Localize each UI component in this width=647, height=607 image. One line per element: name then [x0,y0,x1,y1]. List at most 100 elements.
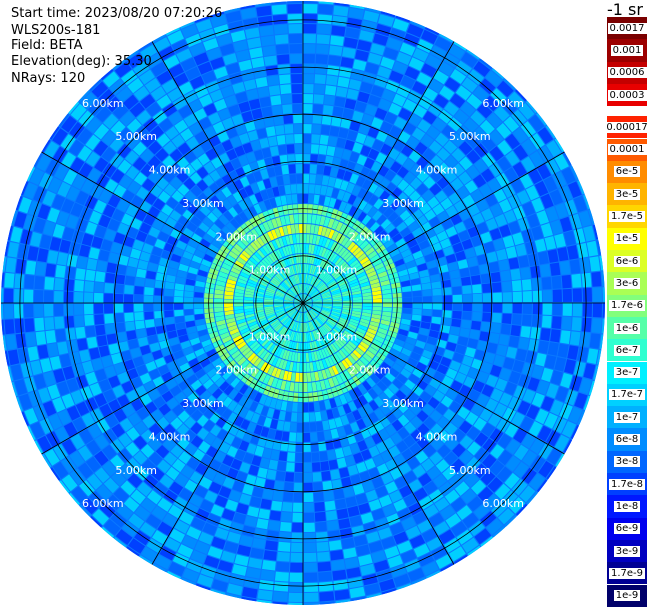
ray-gate [214,294,224,299]
ray-gate [234,145,246,157]
ray-gate [282,225,289,236]
ray-gate [378,14,395,27]
ray-gate [135,320,145,330]
ray-gate [65,266,76,279]
ray-gate [343,225,352,236]
ray-gate [328,136,338,147]
ray-gate [264,304,274,308]
ray-gate [277,287,287,293]
colorbar-tick-label: 1e-8 [613,500,641,512]
ray-gate [338,518,351,529]
ray-gate [197,329,208,337]
ray-gate [353,333,363,341]
ray-gate [467,256,478,267]
ray-gate [307,285,312,295]
ray-gate [303,263,305,273]
ray-gate [402,308,412,314]
ray-gate [249,194,258,205]
ray-gate [341,359,350,370]
ray-gate [85,325,96,338]
ray-gate [231,436,242,449]
ray-gate [290,244,295,255]
ray-gate [303,303,305,312]
ray-gate [489,460,505,476]
ray-gate [476,393,490,407]
ray-gate [455,60,472,76]
ray-gate [236,318,246,325]
ray-gate [416,183,429,196]
ray-gate [24,304,34,318]
ray-gate [257,589,273,601]
ray-gate [422,403,435,416]
ray-gate [224,541,239,554]
ray-gate [328,418,337,430]
ray-gate [190,517,206,531]
ray-gate [466,165,480,179]
ray-gate [291,287,298,296]
ray-gate [41,139,51,153]
ray-gate [107,218,120,232]
range-ring-label: 1.00km [316,264,358,277]
ray-gate [332,294,342,299]
ray-gate [157,497,173,512]
ray-gate [234,554,249,567]
ray-gate [369,222,380,232]
ray-gate [281,269,288,278]
ray-gate [303,213,308,224]
ray-gate [161,250,173,260]
ray-gate [256,5,272,17]
ray-gate [273,581,289,592]
ray-gate [183,177,196,190]
ray-gate [272,490,284,501]
ray-gate [99,501,116,518]
ray-gate [261,147,272,159]
ray-gate [247,37,262,49]
ray-gate [292,512,303,522]
ray-gate [521,279,532,291]
ray-gate [271,367,278,377]
ray-gate [449,360,461,372]
ray-gate [494,483,511,500]
ray-gate [471,235,483,247]
ray-gate [311,307,321,312]
ray-gate [106,262,117,274]
ray-gate [133,172,148,186]
ray-gate [348,320,359,327]
ray-gate [104,228,116,242]
ray-gate [504,472,520,489]
ray-gate [481,152,496,168]
ray-gate [227,400,238,412]
ray-gate [405,337,417,346]
ray-gate [157,231,170,242]
ray-gate [74,291,84,303]
ray-gate [172,404,185,417]
ray-gate [296,297,303,303]
ray-gate [297,303,303,310]
ray-gate [113,408,127,423]
ray-gate [326,320,335,328]
ray-gate [275,291,285,296]
ray-gate [300,284,302,294]
ray-gate [316,268,323,277]
ray-gate [132,141,147,156]
ray-gate [221,198,233,210]
ray-gate [437,162,451,176]
ray-gate [179,362,191,373]
ray-gate [474,447,489,463]
ray-gate [199,334,210,343]
ray-gate [573,228,586,244]
ray-gate [522,362,534,376]
ray-gate [365,267,375,275]
ray-gate [586,348,599,364]
ray-gate [372,306,382,311]
ray-gate [329,316,338,323]
ray-gate [424,253,435,263]
ray-gate [218,518,232,531]
ray-gate [225,286,235,292]
ray-gate [501,281,512,292]
ray-gate [332,569,347,581]
ray-gate [480,273,491,284]
ray-gate [75,268,86,280]
ray-gate [288,289,296,297]
ray-gate [254,345,263,355]
